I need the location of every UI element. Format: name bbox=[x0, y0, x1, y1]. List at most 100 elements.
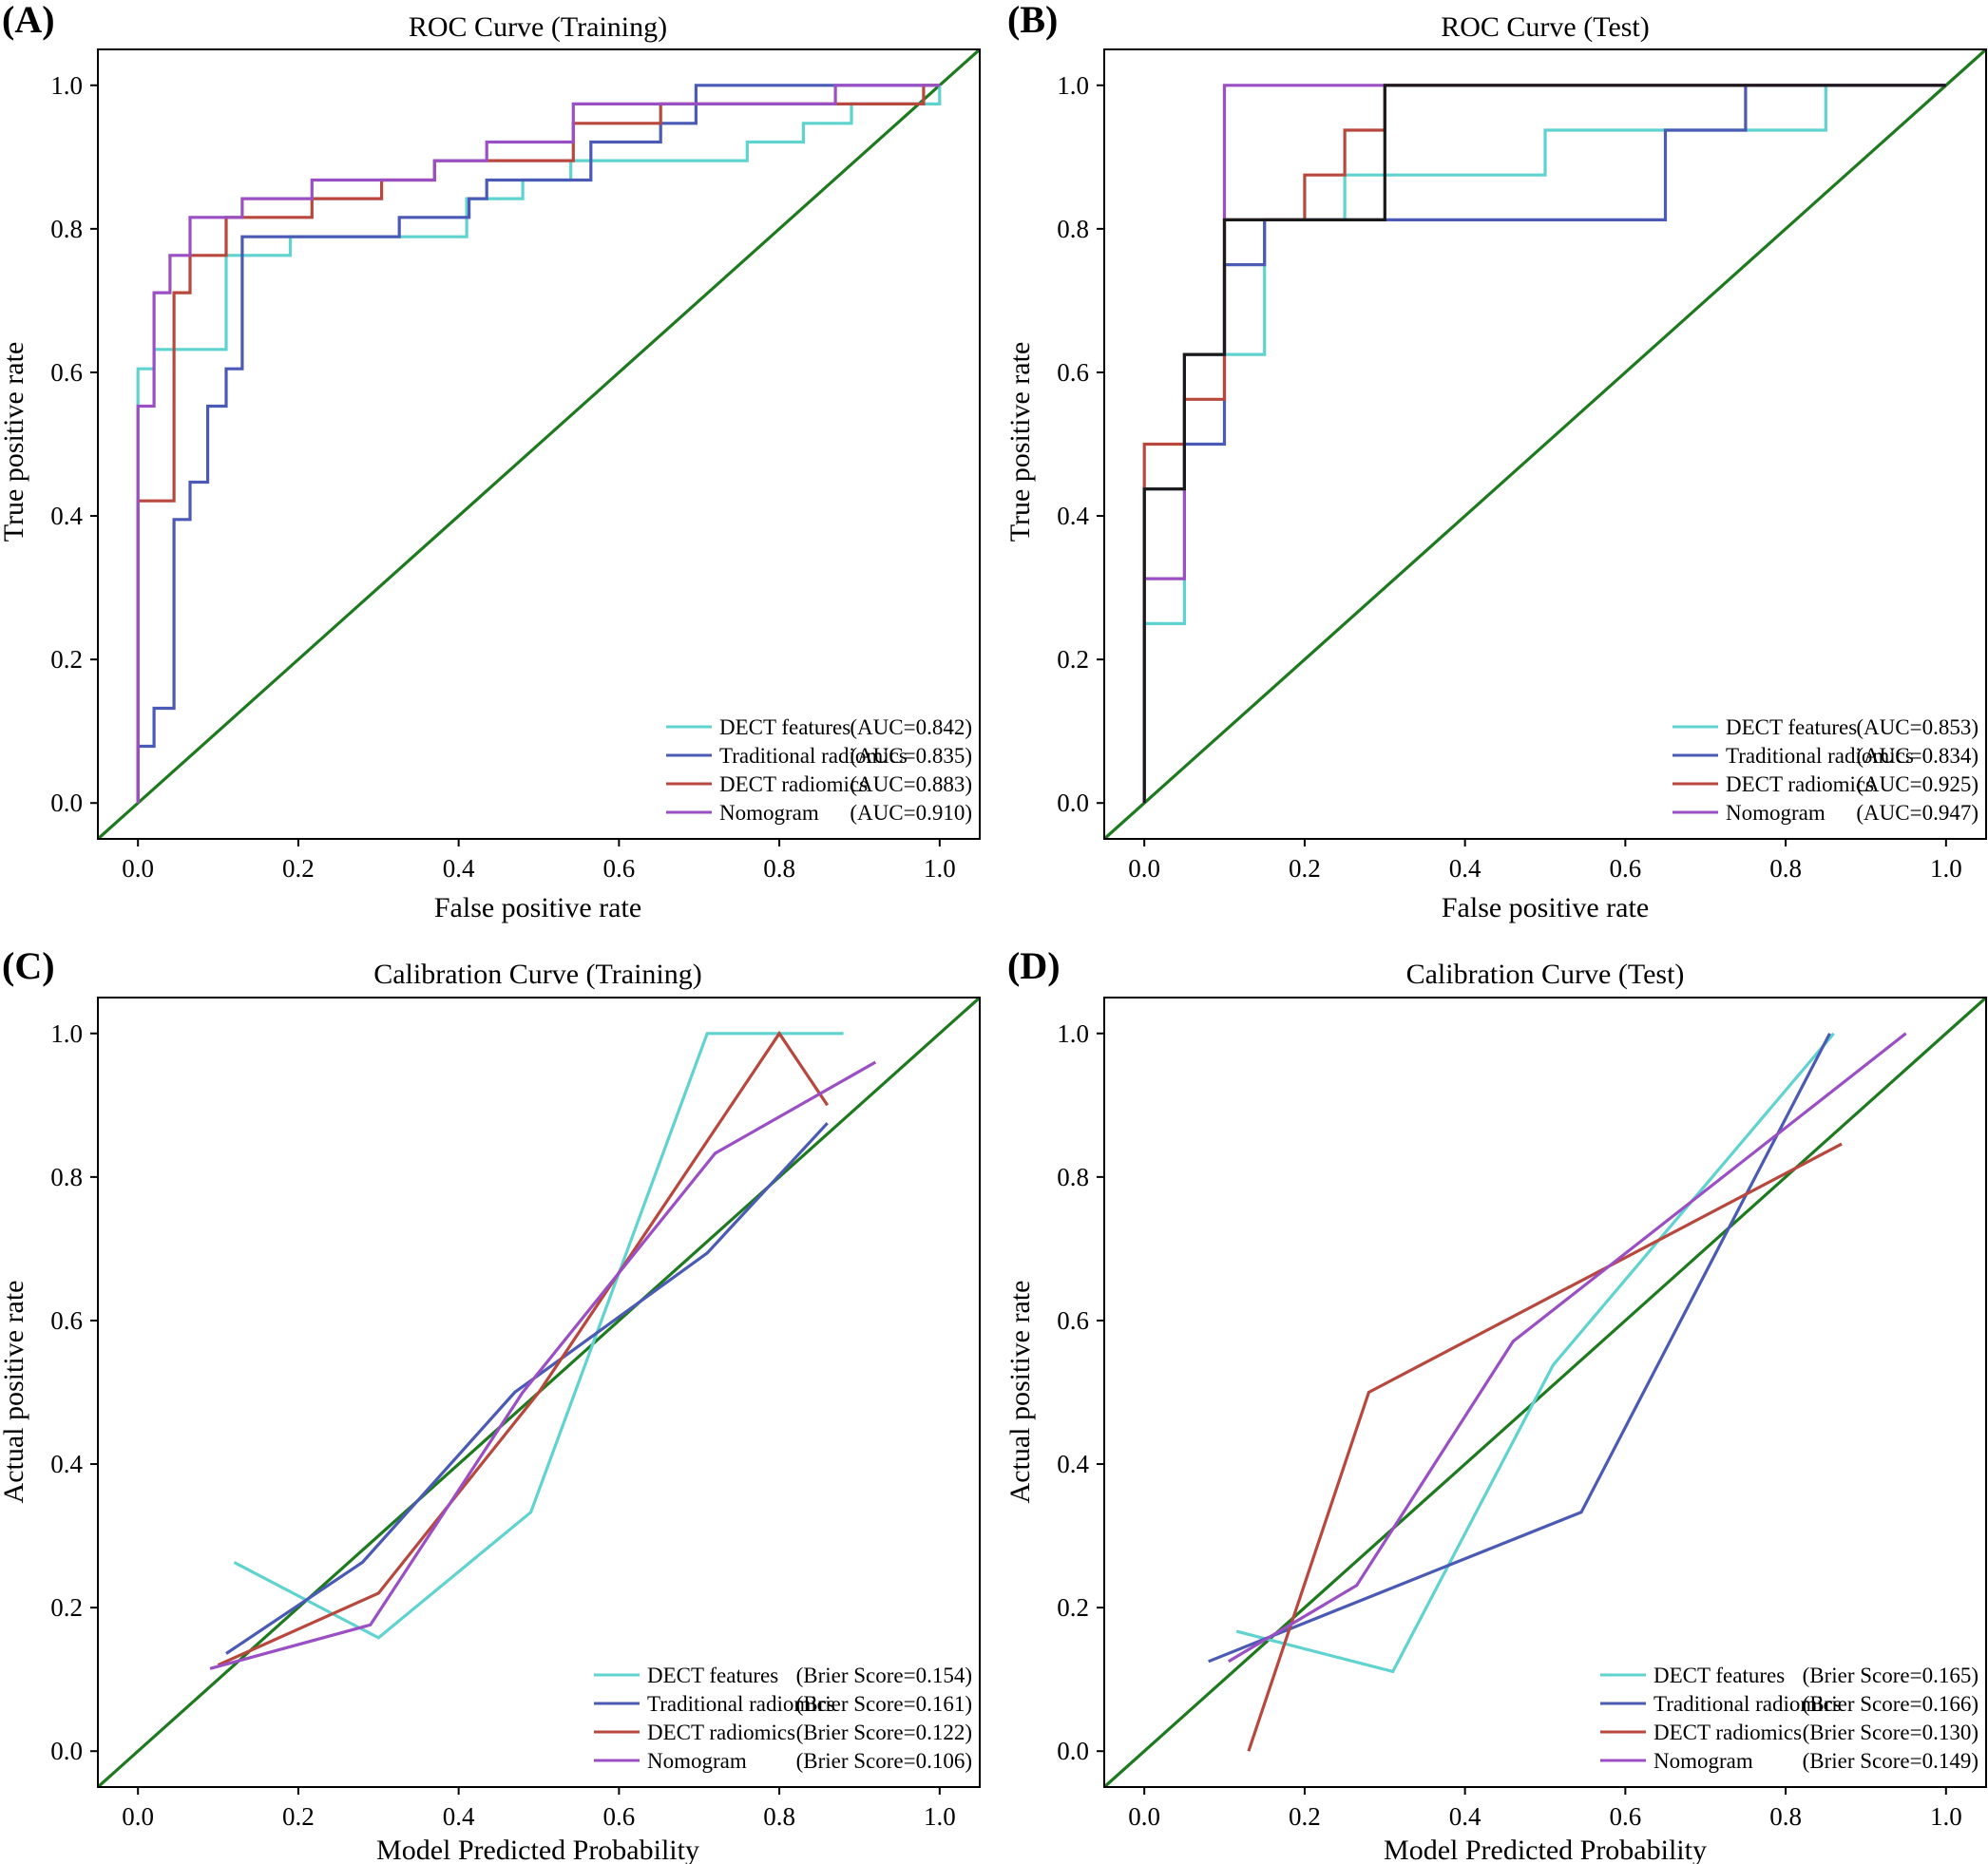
y-tick-label: 0.2 bbox=[1057, 645, 1089, 674]
y-tick-label: 0.4 bbox=[50, 1450, 83, 1478]
series-line-dect-radiomics bbox=[217, 1030, 830, 1667]
y-tick-label: 1.0 bbox=[1057, 71, 1089, 100]
axes-frame bbox=[97, 48, 981, 840]
x-tick-label: 0.2 bbox=[282, 854, 315, 883]
legend-label-nomogram: Nomogram bbox=[1653, 1749, 1753, 1773]
y-tick-label: 0.6 bbox=[1057, 1306, 1089, 1335]
x-tick-label: 0.6 bbox=[602, 854, 635, 883]
series-line-traditional-radiomics bbox=[136, 84, 940, 804]
y-tick-label: 0.6 bbox=[50, 1306, 83, 1335]
x-tick-label: 0.6 bbox=[1609, 854, 1641, 883]
y-tick-label: 1.0 bbox=[1057, 1019, 1089, 1048]
x-axis-label: False positive rate bbox=[434, 892, 641, 923]
legend-label-traditional-radiomics: Traditional radiomics bbox=[1726, 744, 1914, 768]
chart-title: ROC Curve (Training) bbox=[409, 11, 667, 43]
panel-calibration-training: (C) Calibration Curve (Training) Model P… bbox=[0, 944, 982, 1864]
legend-metric-dect-radiomics: (AUC=0.883) bbox=[850, 772, 972, 796]
x-tick-label: 0.2 bbox=[1289, 854, 1321, 883]
axes-frame bbox=[1103, 997, 1987, 1788]
legend-metric-traditional-radiomics: (AUC=0.835) bbox=[850, 744, 972, 768]
axes-frame bbox=[1103, 48, 1987, 840]
x-tick-label: 0.4 bbox=[443, 1802, 475, 1831]
series-line-nomogram bbox=[209, 1060, 877, 1670]
x-tick-label: 0.0 bbox=[1128, 1802, 1160, 1831]
y-tick-label: 0.4 bbox=[1057, 502, 1089, 530]
y-axis-label: Actual positive rate bbox=[1004, 1281, 1036, 1504]
legend-metric-nomogram: (AUC=0.947) bbox=[1856, 801, 1978, 825]
y-axis-label: Actual positive rate bbox=[0, 1281, 29, 1504]
series-line-nomogram bbox=[1227, 1032, 1907, 1664]
panel-roc-training: (A) ROC Curve (Training) False positive … bbox=[0, 0, 982, 923]
panel-letter: (D) bbox=[1007, 944, 1061, 987]
legend-metric-traditional-radiomics: (Brier Score=0.166) bbox=[1803, 1692, 1978, 1716]
legend-metric-dect-radiomics: (Brier Score=0.122) bbox=[796, 1721, 972, 1744]
legend-metric-nomogram: (AUC=0.910) bbox=[850, 801, 972, 825]
legend-label-nomogram: Nomogram bbox=[1726, 801, 1826, 825]
legend-label-dect-radiomics: DECT radiomics bbox=[1726, 772, 1874, 796]
series-line-nomogram bbox=[136, 84, 940, 804]
x-tick-label: 0.2 bbox=[282, 1802, 315, 1831]
series-line-dect-features bbox=[233, 1032, 844, 1640]
panel-calibration-test: (D) Calibration Curve (Test) Model Predi… bbox=[1004, 944, 1988, 1864]
legend-label-dect-radiomics: DECT radiomics bbox=[1653, 1721, 1802, 1744]
legend-label-traditional-radiomics: Traditional radiomics bbox=[1653, 1692, 1842, 1716]
x-tick-label: 1.0 bbox=[924, 854, 956, 883]
chart-title: Calibration Curve (Test) bbox=[1406, 959, 1685, 990]
series-line-traditional-radiomics bbox=[225, 1122, 829, 1655]
legend-metric-nomogram: (Brier Score=0.106) bbox=[796, 1749, 972, 1773]
y-tick-label: 0.4 bbox=[50, 502, 83, 530]
x-tick-label: 0.6 bbox=[602, 1802, 635, 1831]
y-tick-label: 0.0 bbox=[50, 789, 83, 817]
legend-metric-dect-radiomics: (Brier Score=0.130) bbox=[1803, 1721, 1978, 1744]
y-tick-label: 0.2 bbox=[50, 645, 83, 674]
legend-metric-nomogram: (Brier Score=0.149) bbox=[1803, 1749, 1978, 1773]
y-tick-label: 0.0 bbox=[1057, 789, 1089, 817]
x-tick-label: 0.8 bbox=[763, 854, 795, 883]
y-tick-label: 0.2 bbox=[1057, 1593, 1089, 1622]
series-line-dect-radiomics bbox=[1247, 1142, 1843, 1752]
series-line-dect-features bbox=[136, 85, 942, 804]
plot-area: 0.0 0.2 0.4 0.6 0.8 1.0 0.0 0.2 0.4 0.6 0.8 1.0 DECT… bbox=[1057, 48, 1988, 883]
x-tick-label: 0.6 bbox=[1609, 1802, 1641, 1831]
legend-metric-dect-features: (Brier Score=0.165) bbox=[1803, 1664, 1978, 1687]
x-tick-label: 0.0 bbox=[1128, 854, 1160, 883]
legend-label-nomogram: Nomogram bbox=[647, 1749, 747, 1773]
panel-roc-test: (B) ROC Curve (Test) False positive rate… bbox=[1004, 0, 1988, 923]
legend-label-dect-features: DECT features bbox=[647, 1664, 778, 1687]
x-tick-label: 0.8 bbox=[1769, 1802, 1802, 1831]
legend-label-dect-radiomics: DECT radiomics bbox=[647, 1721, 795, 1744]
legend-label-traditional-radiomics: Traditional radiomics bbox=[719, 744, 908, 768]
y-tick-label: 0.0 bbox=[50, 1737, 83, 1765]
legend-metric-traditional-radiomics: (AUC=0.834) bbox=[1856, 744, 1978, 768]
x-tick-label: 0.0 bbox=[122, 854, 154, 883]
legend-metric-traditional-radiomics: (Brier Score=0.161) bbox=[796, 1692, 972, 1716]
x-tick-label: 1.0 bbox=[1930, 854, 1962, 883]
reference-diagonal-line bbox=[1102, 996, 1988, 1789]
x-tick-label: 1.0 bbox=[924, 1802, 956, 1831]
x-tick-label: 0.8 bbox=[763, 1802, 795, 1831]
y-tick-label: 0.6 bbox=[1057, 358, 1089, 387]
legend-label-dect-features: DECT features bbox=[1653, 1664, 1785, 1687]
legend-label-dect-radiomics: DECT radiomics bbox=[719, 772, 868, 796]
legend-label-traditional-radiomics: Traditional radiomics bbox=[647, 1692, 835, 1716]
x-tick-label: 0.4 bbox=[1449, 854, 1481, 883]
legend-metric-dect-features: (AUC=0.842) bbox=[850, 715, 972, 739]
legend-label-nomogram: Nomogram bbox=[719, 801, 819, 825]
y-axis-label: True positive rate bbox=[1004, 342, 1036, 542]
x-tick-label: 0.0 bbox=[122, 1802, 154, 1831]
x-axis-label: False positive rate bbox=[1442, 892, 1649, 923]
y-tick-label: 0.8 bbox=[50, 1163, 83, 1191]
legend-metric-dect-features: (AUC=0.853) bbox=[1856, 715, 1978, 739]
chart-title: ROC Curve (Test) bbox=[1441, 11, 1650, 43]
y-tick-label: 0.6 bbox=[50, 358, 83, 387]
x-axis-label: Model Predicted Probability bbox=[1384, 1835, 1707, 1864]
y-tick-label: 1.0 bbox=[50, 1019, 83, 1048]
y-tick-label: 0.2 bbox=[50, 1593, 83, 1622]
panel-letter: (B) bbox=[1007, 0, 1058, 41]
x-tick-label: 1.0 bbox=[1930, 1802, 1962, 1831]
y-tick-label: 0.4 bbox=[1057, 1450, 1089, 1478]
legend: DECT features (AUC=0.853) Traditional radi… bbox=[1673, 715, 1978, 825]
legend-label-dect-features: DECT features bbox=[719, 715, 851, 739]
reference-diagonal-line bbox=[96, 48, 982, 841]
y-tick-label: 0.8 bbox=[50, 215, 83, 243]
